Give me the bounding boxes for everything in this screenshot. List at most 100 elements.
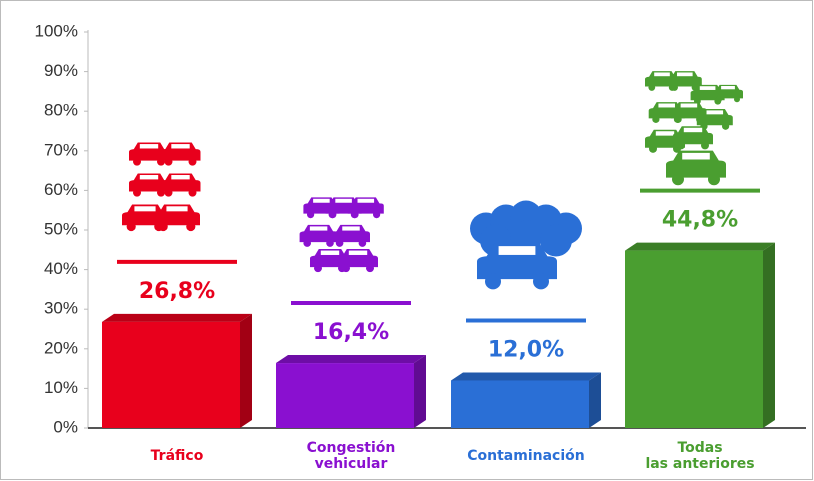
y-tick-label: 0% (53, 417, 78, 436)
car-wheel (133, 188, 141, 197)
car-wheel (649, 144, 657, 153)
car-window (171, 175, 190, 180)
car-icon (670, 102, 707, 119)
car-icon (347, 197, 384, 214)
car-icon (712, 84, 743, 99)
car-wheel (351, 211, 359, 219)
car-window (166, 206, 188, 212)
car-icon (154, 204, 201, 226)
car-wheel (671, 84, 678, 91)
car-wheel (674, 115, 682, 123)
bar (276, 363, 414, 428)
car-wheel (126, 221, 136, 232)
value-label: 12,0% (488, 337, 564, 362)
car-wheel (335, 239, 344, 247)
bar (625, 250, 763, 428)
car-window (348, 250, 368, 255)
car-icon (477, 243, 557, 280)
car-window (699, 86, 716, 90)
bar-top (451, 372, 601, 381)
value-label: 16,4% (313, 320, 389, 345)
car-wheel (188, 188, 197, 197)
car-window (309, 226, 328, 231)
car-wheel (342, 264, 350, 273)
car-window (682, 152, 710, 160)
car-window (357, 198, 375, 203)
bar-top (625, 242, 775, 251)
car-wheel (186, 221, 196, 232)
car-window (134, 206, 156, 212)
smoke-cloud (540, 224, 572, 257)
car-window (683, 127, 703, 133)
car-icon (160, 142, 201, 161)
car-window (139, 144, 159, 149)
car-wheel (722, 122, 730, 130)
car-wheel (366, 264, 374, 273)
y-tick-label: 40% (44, 259, 78, 278)
car-window (171, 144, 190, 149)
car-window (342, 226, 360, 231)
car-wheel (358, 239, 367, 247)
car-wheel (188, 157, 197, 166)
car-window (706, 110, 724, 115)
car-icon (331, 224, 370, 243)
car-wheel (158, 221, 168, 232)
y-tick-label: 20% (44, 338, 78, 357)
car-wheel (533, 273, 549, 290)
bar-side (240, 313, 252, 428)
car-icon (299, 224, 338, 243)
bar (451, 380, 589, 428)
y-tick-label: 10% (44, 378, 78, 397)
x-tick-label: Todas las anteriores (645, 440, 755, 472)
car-window (654, 72, 670, 77)
car-icon (666, 150, 726, 178)
bar-side (589, 372, 601, 428)
car-window (139, 175, 159, 180)
y-tick-label: 70% (44, 140, 78, 159)
car-window (313, 198, 330, 203)
y-tick-label: 50% (44, 219, 78, 238)
car-wheel (329, 211, 337, 219)
car-window (655, 131, 675, 136)
car-window (320, 250, 340, 255)
car-wheel (326, 239, 334, 247)
car-wheel (701, 141, 709, 150)
car-window (676, 72, 693, 77)
y-tick-label: 90% (44, 61, 78, 80)
y-tick-label: 30% (44, 299, 78, 318)
y-tick-label: 100% (35, 21, 78, 40)
car-wheel (716, 96, 722, 103)
car-window (658, 103, 675, 108)
car-window (721, 85, 735, 90)
car-wheel (672, 173, 684, 186)
car-wheel (133, 157, 141, 166)
car-window (335, 198, 352, 203)
car-icon (129, 142, 169, 161)
car-wheel (648, 84, 656, 91)
car-icon (129, 173, 169, 192)
x-tick-label: Congestión vehicular (306, 440, 396, 472)
car-wheel (303, 239, 312, 247)
y-tick-label: 80% (44, 101, 78, 120)
car-wheel (314, 264, 322, 273)
car-wheel (485, 273, 501, 290)
car-icon (667, 71, 702, 87)
bar-side (414, 355, 426, 428)
car-wheel (307, 211, 315, 219)
bar-top (276, 355, 426, 364)
car-window (498, 246, 536, 255)
car-wheel (708, 173, 720, 186)
bar-top (102, 313, 252, 322)
value-label: 26,8% (139, 279, 215, 304)
car-wheel (734, 96, 740, 103)
car-wheel (373, 211, 381, 219)
bar-side (763, 242, 775, 428)
bar (102, 321, 240, 428)
car-wheel (164, 188, 173, 197)
car-wheel (677, 141, 685, 150)
car-window (680, 103, 698, 108)
car-wheel (652, 115, 660, 123)
